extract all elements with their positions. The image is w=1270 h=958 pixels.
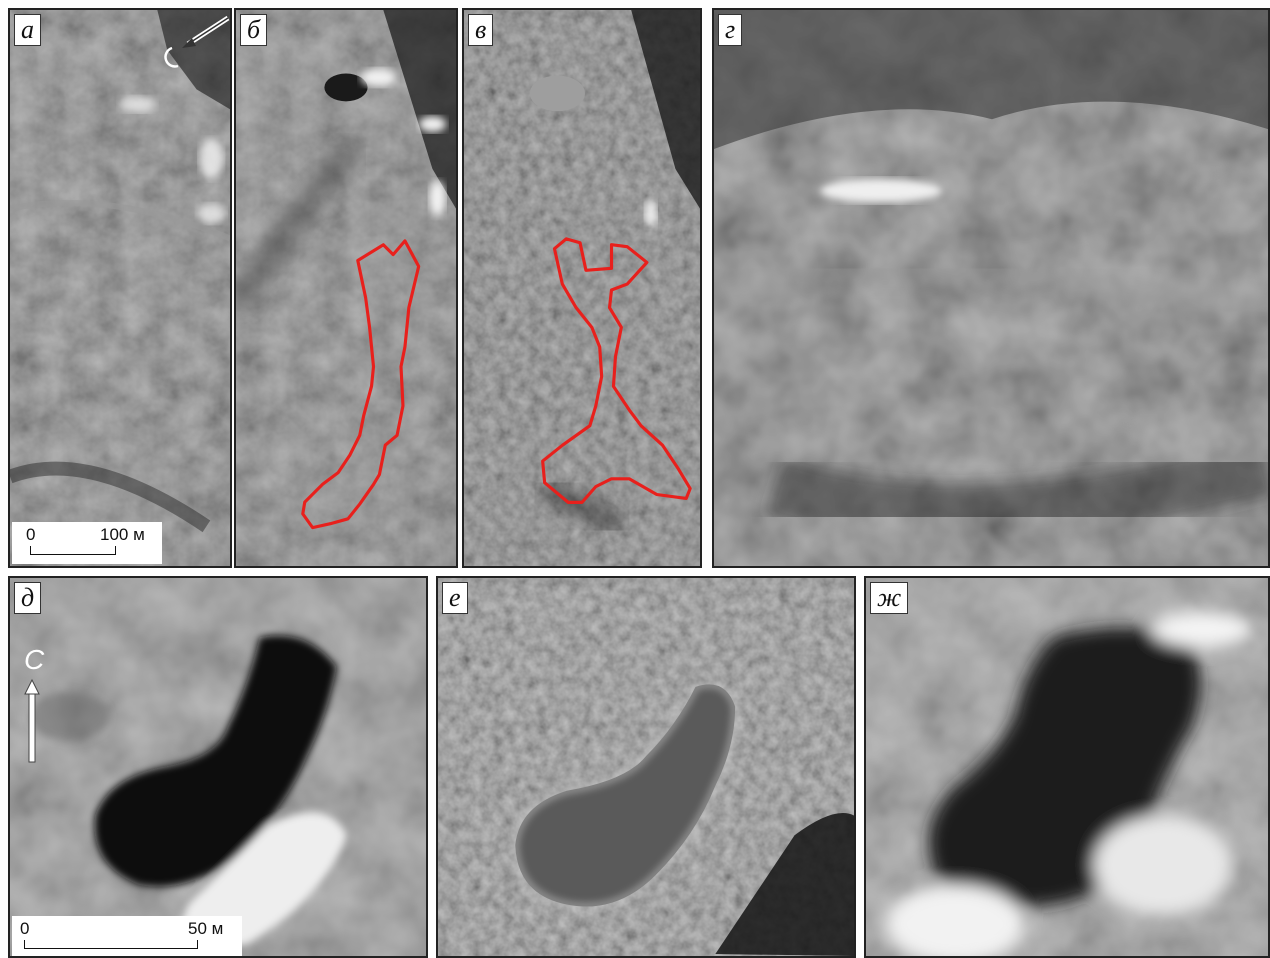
satellite-panel-d: С д 0 50 м <box>8 576 428 958</box>
satellite-panel-zh: ж <box>864 576 1270 958</box>
satellite-image-zh <box>866 578 1268 956</box>
photo-panel-g: г <box>712 8 1270 568</box>
panel-label: б <box>240 14 268 46</box>
scale-zero: 0 <box>26 525 36 544</box>
scale-bar: 0 50 м <box>12 916 242 956</box>
satellite-image-d <box>10 578 426 956</box>
satellite-image-e <box>438 578 854 956</box>
scale-bar: 0 100 м <box>12 522 162 564</box>
photo-panel-a: а 0 100 м <box>8 8 232 568</box>
north-arrow-d: С <box>10 578 426 956</box>
panel-label: в <box>468 14 494 46</box>
panel-label: е <box>442 582 468 614</box>
panel-label: ж <box>870 582 909 614</box>
panel-label: г <box>718 14 743 46</box>
photo-panel-v: в <box>462 8 702 568</box>
scale-length: 100 м <box>100 525 145 544</box>
aerial-photo-a <box>10 10 230 566</box>
scale-zero: 0 <box>20 919 30 938</box>
north-arrow-a <box>10 10 230 566</box>
oblique-photo-g <box>714 10 1268 566</box>
aerial-photo-v <box>464 10 700 566</box>
landslide-outline-v <box>541 237 692 504</box>
satellite-panel-e: е <box>436 576 856 958</box>
scale-length: 50 м <box>188 919 224 938</box>
aerial-photo-b <box>236 10 456 566</box>
panel-label: а <box>14 14 41 46</box>
panel-label: д <box>14 582 42 614</box>
landslide-outline-b <box>301 239 421 530</box>
photo-panel-b: б <box>234 8 458 568</box>
north-letter: С <box>24 644 45 675</box>
